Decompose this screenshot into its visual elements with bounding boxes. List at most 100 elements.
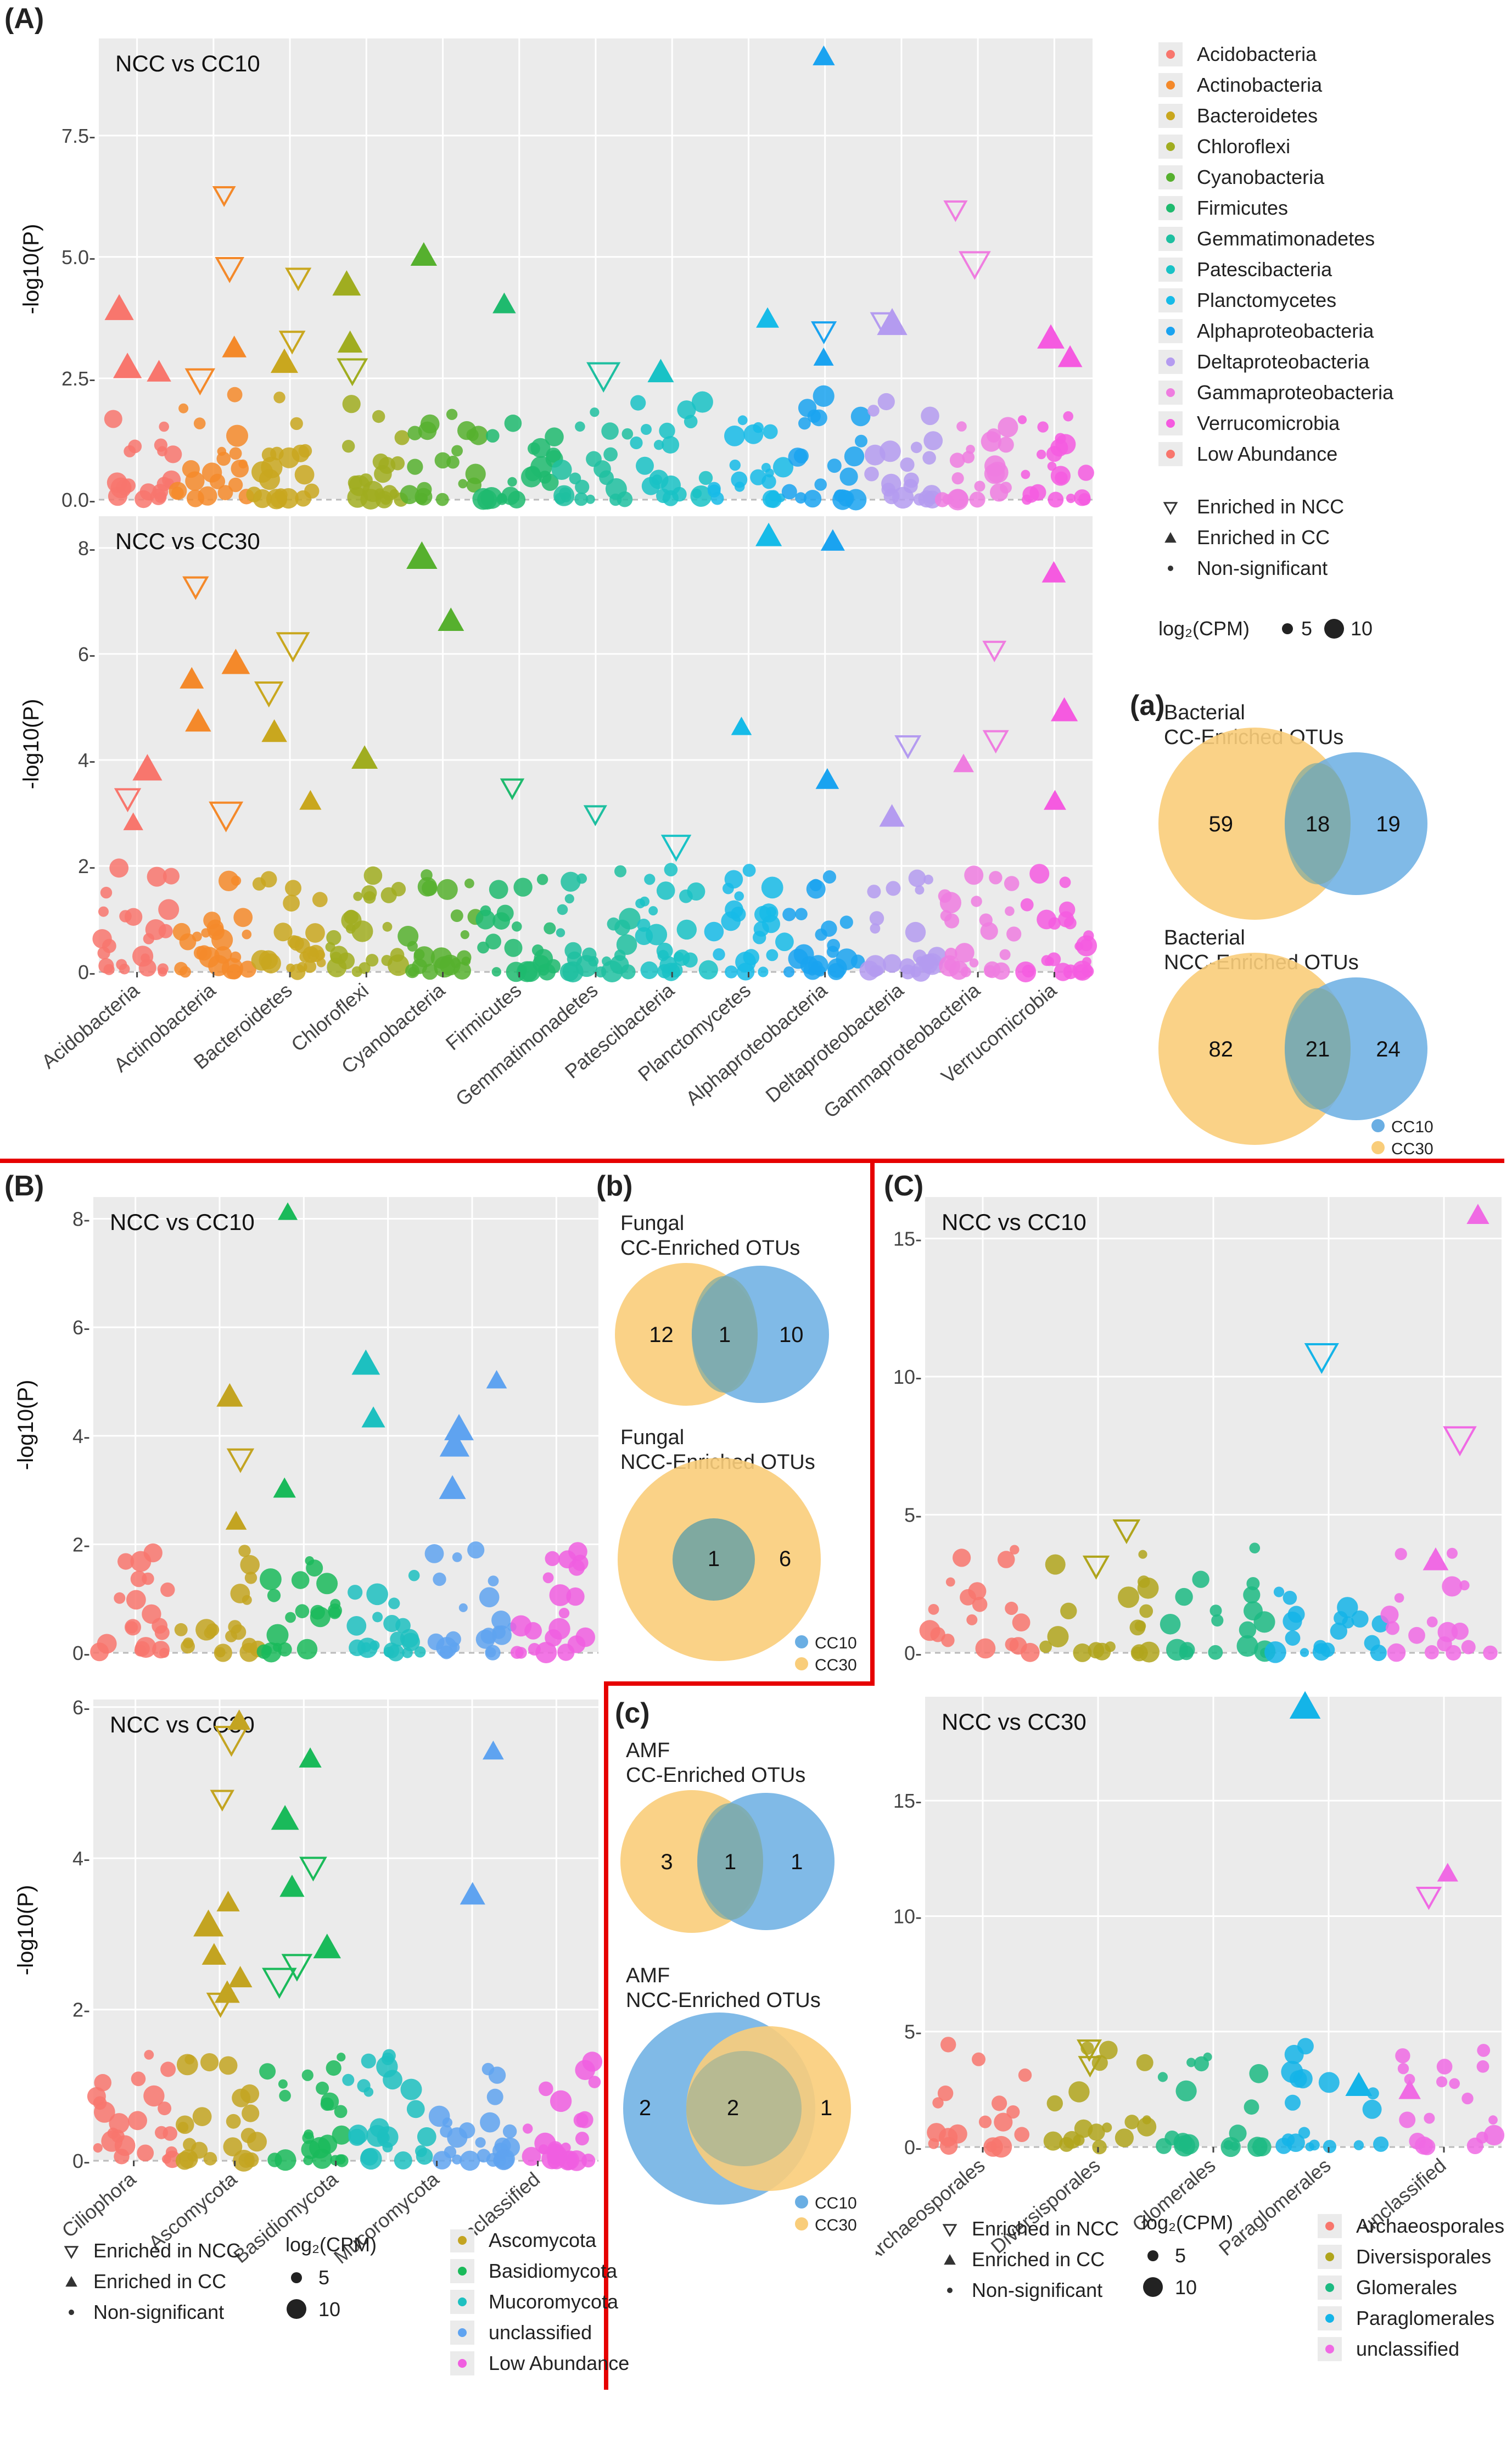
venn-legend-cc30-dot <box>1371 1141 1385 1154</box>
point-nonsig <box>135 490 153 508</box>
legend-label: Low Abundance <box>1197 443 1337 465</box>
point-enriched-cc <box>820 529 845 551</box>
point-nonsig <box>1006 926 1022 942</box>
point-enriched-cc <box>410 242 438 266</box>
legend-dot <box>1325 2252 1334 2261</box>
point-nonsig <box>708 484 721 497</box>
point-nonsig <box>1273 1586 1285 1597</box>
point-nonsig <box>126 1590 146 1610</box>
point-nonsig <box>256 1644 271 1659</box>
y-tick-label: 4- <box>72 1847 90 1870</box>
point-nonsig <box>869 911 884 926</box>
point-nonsig <box>1164 2131 1180 2146</box>
point-nonsig <box>1078 465 1094 481</box>
point-enriched-cc <box>879 804 905 827</box>
point-nonsig <box>475 2137 486 2148</box>
venn-count-right: 6 <box>779 1547 791 1571</box>
point-enriched-cc <box>123 812 143 830</box>
point-enriched-ncc <box>1304 1343 1339 1374</box>
point-nonsig <box>219 2056 238 2075</box>
venn-count-right: 1 <box>820 2096 832 2120</box>
y-tick-label: 0- <box>904 1642 922 1664</box>
point-nonsig <box>534 949 553 968</box>
venn-count-right: 19 <box>1376 812 1401 836</box>
legend-dot <box>458 2359 467 2368</box>
point-nonsig <box>575 421 585 432</box>
point-nonsig <box>621 428 634 440</box>
point-nonsig <box>178 403 189 413</box>
point-nonsig <box>922 451 936 465</box>
point-nonsig <box>301 2069 313 2081</box>
point-enriched-cc <box>1423 1547 1449 1570</box>
point-nonsig <box>1074 2119 1093 2138</box>
point-nonsig <box>928 1604 939 1615</box>
legend-label: Chloroflexi <box>1197 135 1290 158</box>
point-nonsig <box>158 2101 172 2116</box>
point-nonsig <box>582 2051 603 2072</box>
point-enriched-cc <box>1466 1204 1489 1224</box>
point-nonsig <box>691 391 713 413</box>
point-nonsig <box>111 2129 125 2143</box>
point-nonsig <box>1047 1626 1069 1648</box>
point-nonsig <box>361 885 377 901</box>
point-nonsig <box>278 447 300 468</box>
legend-size-5-icon <box>1282 623 1293 634</box>
point-nonsig <box>152 1641 170 1659</box>
point-enriched-ncc <box>210 1790 234 1812</box>
point-nonsig <box>206 1623 220 1636</box>
legend-label: Verrucomicrobia <box>1197 412 1340 434</box>
point-nonsig <box>1380 1606 1399 1624</box>
point-nonsig <box>877 393 895 411</box>
point-nonsig <box>1004 876 1020 891</box>
venn-legend-cc10-label: CC10 <box>815 2194 857 2212</box>
point-enriched-cc <box>222 336 247 357</box>
y-tick-label: 10- <box>893 1905 922 1927</box>
point-nonsig <box>833 489 847 502</box>
point-nonsig <box>989 871 1003 885</box>
point-nonsig <box>1247 2137 1268 2157</box>
point-nonsig <box>1118 1586 1139 1608</box>
point-nonsig <box>900 457 915 472</box>
point-nonsig <box>163 2126 178 2141</box>
venn-overlap <box>686 2051 802 2166</box>
point-nonsig <box>266 1624 289 1646</box>
point-nonsig <box>956 421 967 432</box>
point-enriched-cc <box>113 353 142 378</box>
point-nonsig <box>114 2149 130 2165</box>
point-nonsig <box>1005 906 1015 916</box>
venn-subtitle: NCC-Enriched OTUs <box>626 1989 821 2012</box>
point-nonsig <box>348 1585 363 1600</box>
point-nonsig <box>1290 2070 1307 2088</box>
point-nonsig <box>737 415 748 426</box>
legend-dot <box>1166 173 1175 182</box>
point-enriched-cc <box>1398 2079 1421 2099</box>
legend-dot <box>1166 142 1175 151</box>
point-nonsig <box>980 922 998 940</box>
point-nonsig <box>485 1645 501 1661</box>
point-nonsig <box>144 2050 154 2060</box>
point-enriched-ncc <box>276 632 310 663</box>
point-nonsig <box>979 913 993 927</box>
point-enriched-ncc <box>500 778 525 801</box>
point-enriched-cc <box>227 1709 251 1730</box>
point-nonsig <box>557 904 568 915</box>
point-nonsig <box>417 2127 436 2146</box>
point-nonsig <box>672 487 687 502</box>
point-nonsig <box>1073 1643 1092 1662</box>
fungal-legend: Enriched in NCC Enriched in CC Non-signifi… <box>64 2229 629 2375</box>
point-nonsig <box>566 1587 585 1606</box>
point-nonsig <box>945 1577 955 1587</box>
point-enriched-cc <box>444 1413 474 1440</box>
point-nonsig <box>421 869 433 881</box>
point-enriched-cc <box>813 45 835 65</box>
legend-label: Cyanobacteria <box>1197 166 1325 188</box>
legend-shape-label: Non-significant <box>93 2301 224 2323</box>
point-nonsig <box>568 1559 585 1576</box>
point-nonsig <box>939 2128 958 2147</box>
point-nonsig <box>491 967 501 977</box>
venn-count-left: 12 <box>649 1323 674 1347</box>
point-nonsig <box>1083 930 1094 941</box>
point-nonsig <box>1194 2056 1209 2072</box>
point-nonsig <box>864 444 886 466</box>
point-enriched-cc <box>731 717 752 735</box>
